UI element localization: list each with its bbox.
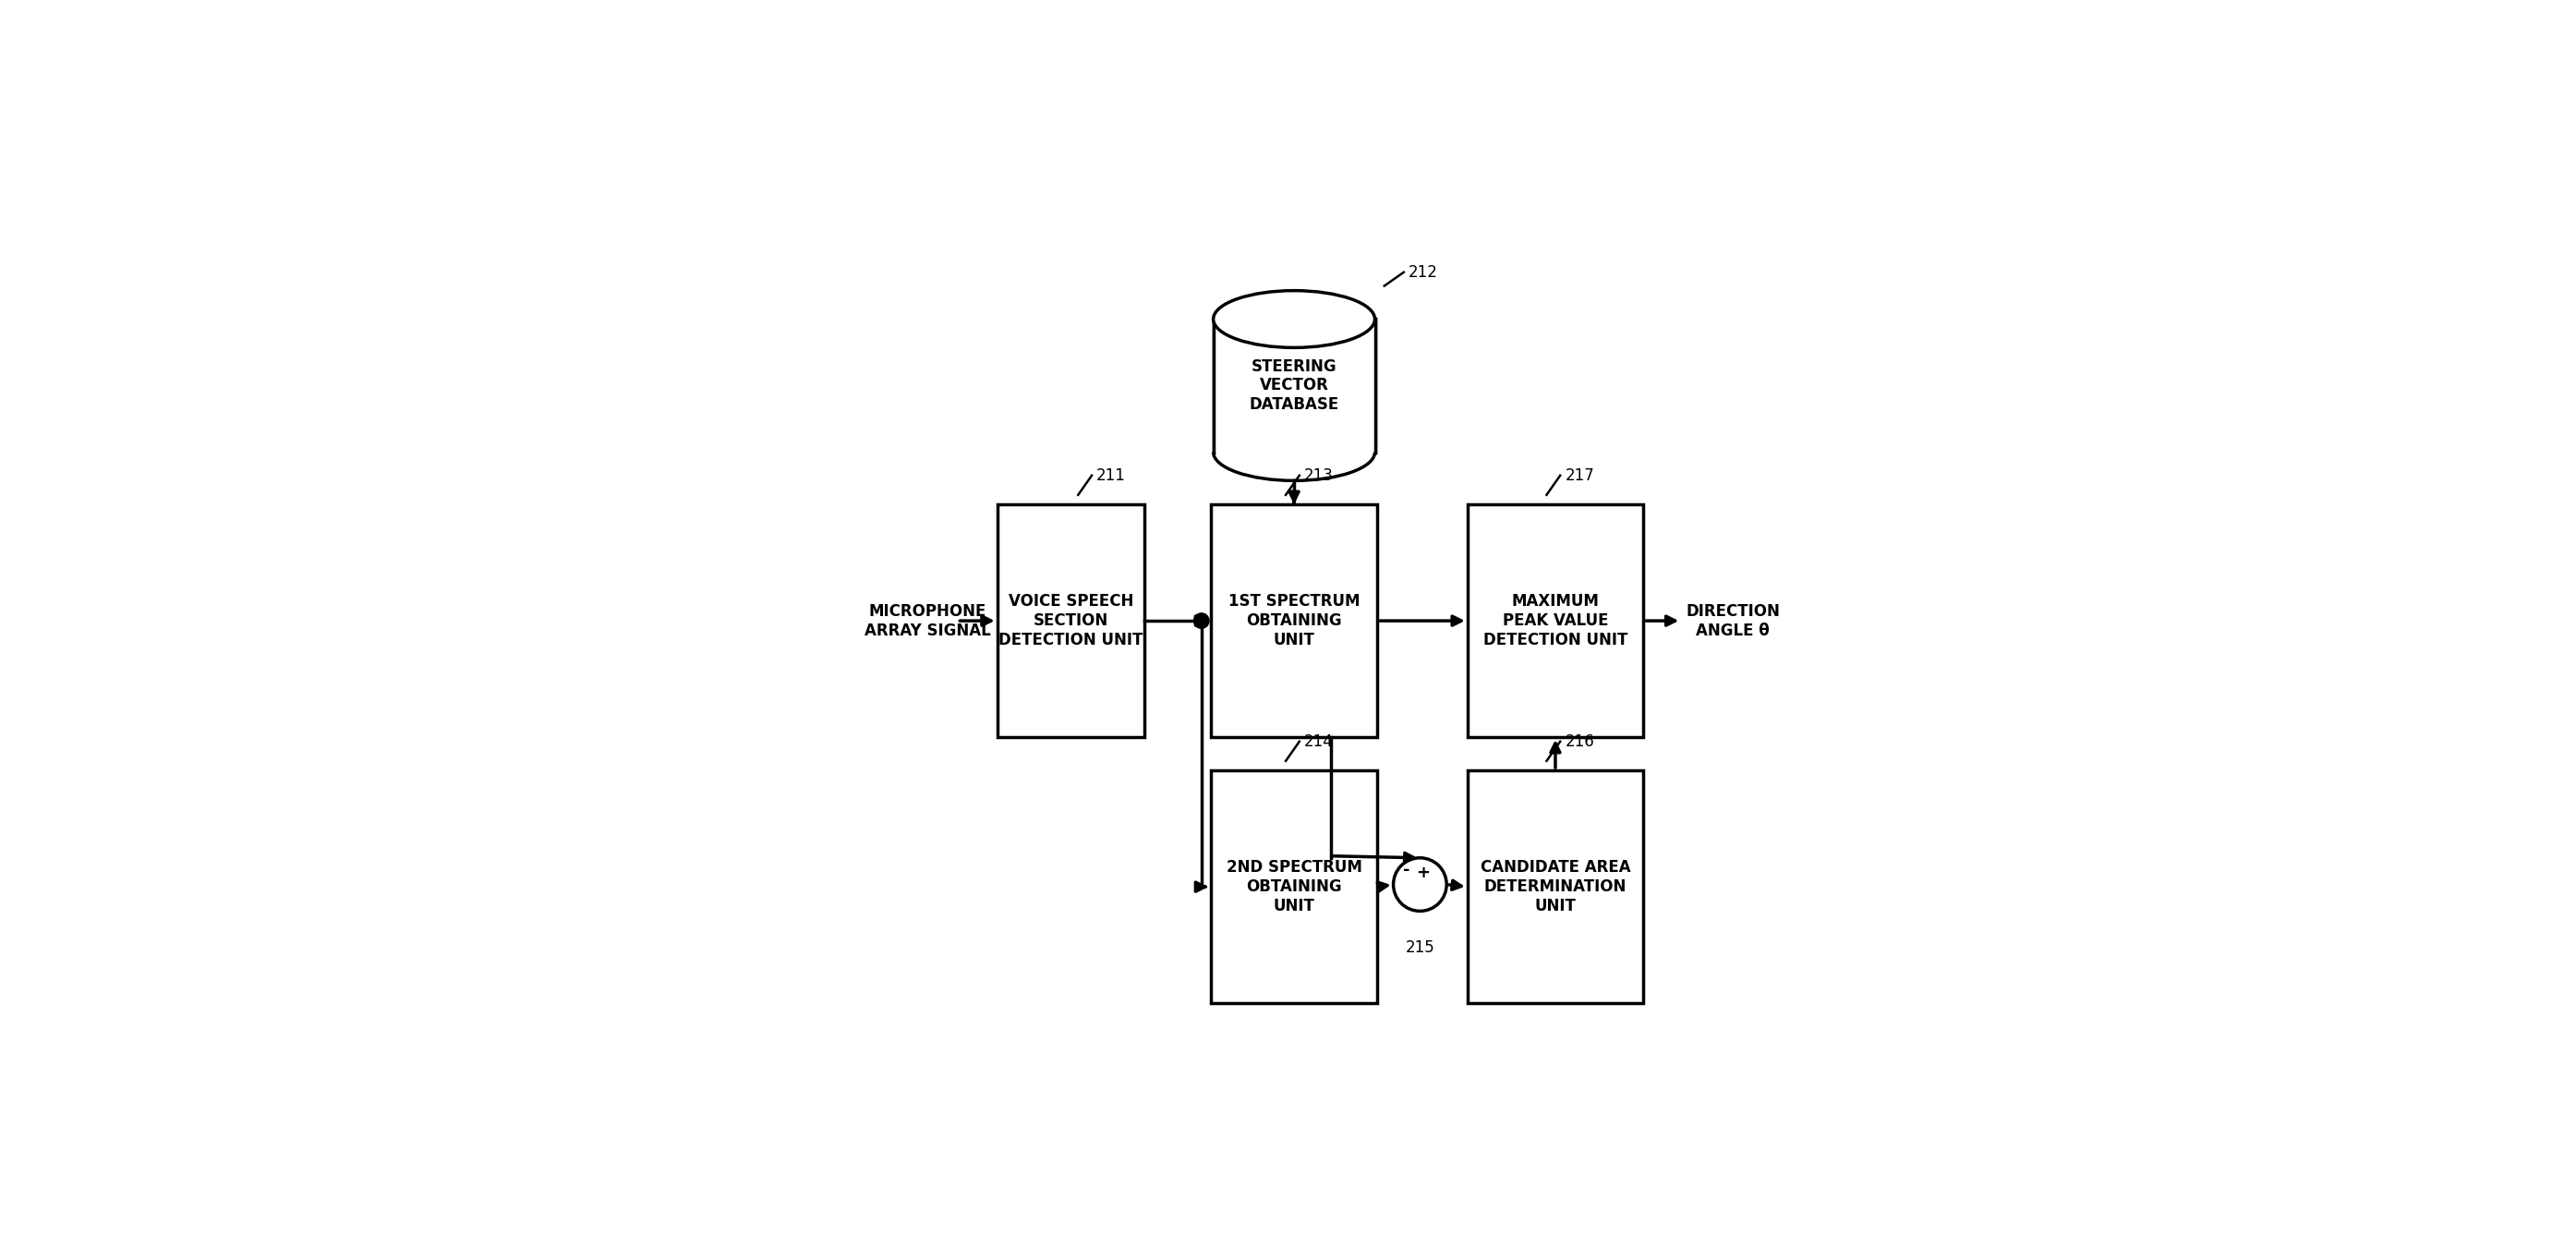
Bar (1213, 320, 1376, 452)
Text: 214: 214 (1303, 733, 1334, 750)
Text: 212: 212 (1409, 264, 1437, 280)
Text: VOICE SPEECH
SECTION
DETECTION UNIT: VOICE SPEECH SECTION DETECTION UNIT (999, 594, 1144, 648)
Text: +: + (1417, 865, 1430, 881)
Bar (1211, 505, 1378, 737)
Text: 215: 215 (1406, 939, 1435, 956)
Text: 1ST SPECTRUM
OBTAINING
UNIT: 1ST SPECTRUM OBTAINING UNIT (1229, 594, 1360, 648)
Text: -: - (1404, 861, 1409, 879)
Text: DIRECTION
ANGLE θ: DIRECTION ANGLE θ (1687, 603, 1780, 639)
Text: 211: 211 (1097, 468, 1126, 484)
Text: MICROPHONE
ARRAY SIGNAL: MICROPHONE ARRAY SIGNAL (863, 603, 989, 639)
Bar (1468, 505, 1643, 737)
Bar (1211, 770, 1378, 1003)
Ellipse shape (1213, 291, 1376, 348)
Text: MAXIMUM
PEAK VALUE
DETECTION UNIT: MAXIMUM PEAK VALUE DETECTION UNIT (1484, 594, 1628, 648)
Text: 216: 216 (1566, 733, 1595, 750)
Circle shape (1193, 613, 1208, 628)
Bar (997, 505, 1144, 737)
Circle shape (1394, 858, 1448, 911)
Text: 217: 217 (1566, 468, 1595, 484)
Text: STEERING
VECTOR
DATABASE: STEERING VECTOR DATABASE (1249, 358, 1340, 413)
Bar (1468, 770, 1643, 1003)
Text: CANDIDATE AREA
DETERMINATION
UNIT: CANDIDATE AREA DETERMINATION UNIT (1481, 859, 1631, 914)
Text: 213: 213 (1303, 468, 1334, 484)
Text: 2ND SPECTRUM
OBTAINING
UNIT: 2ND SPECTRUM OBTAINING UNIT (1226, 859, 1363, 914)
